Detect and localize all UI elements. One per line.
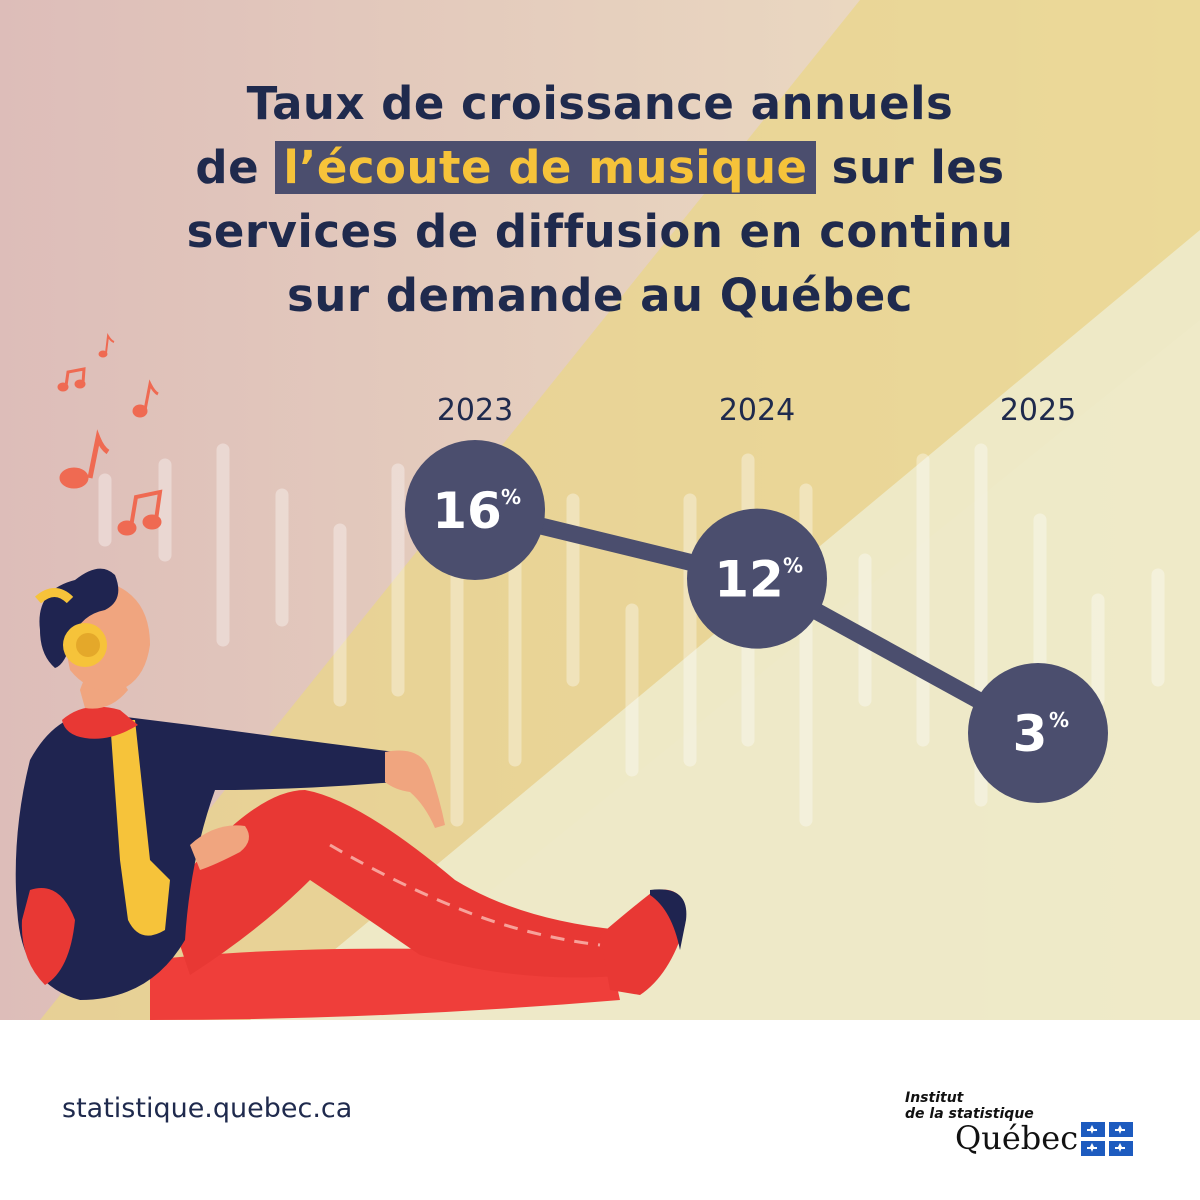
shoe: [600, 889, 686, 995]
title-line-2: de l’écoute de musique sur les: [0, 136, 1200, 200]
unit-label-2025: %: [1049, 708, 1069, 732]
listener-with-headphones-illustration: [15, 332, 687, 1020]
unit-label-2024: %: [783, 554, 803, 578]
title-line-1: Taux de croissance annuels: [246, 77, 954, 130]
year-label-2023: 2023: [437, 393, 513, 428]
title-line-4: sur demande au Québec: [287, 269, 913, 322]
jacket: [15, 713, 395, 1000]
title-line-2-start: de: [195, 141, 276, 194]
data-point-2025: [968, 663, 1108, 803]
logo-line-2: de la statistique: [905, 1106, 1034, 1122]
title-highlight: l’écoute de musique: [275, 141, 816, 194]
data-point-2023: [405, 440, 545, 580]
data-label-2024: 12: [714, 551, 784, 609]
isq-logo: Institut de la statistique Québec: [905, 1090, 1145, 1160]
tie: [110, 720, 170, 936]
logo-line-1: Institut: [905, 1090, 964, 1106]
year-label-2025: 2025: [1000, 393, 1076, 428]
chart-title: Taux de croissance annuels de l’écoute d…: [0, 72, 1200, 328]
data-label-2023: 16: [432, 482, 502, 540]
quebec-flag-icon: [1081, 1122, 1133, 1156]
data-point-2024: [687, 508, 827, 649]
front-leg: [165, 790, 630, 978]
website-link[interactable]: statistique.quebec.ca: [62, 1093, 353, 1124]
title-line-3: services de diffusion en continu: [186, 205, 1014, 258]
unit-label-2023: %: [501, 485, 521, 509]
title-line-2-end: sur les: [815, 141, 1005, 194]
year-label-2024: 2024: [719, 393, 795, 428]
logo-line-3: Québec: [955, 1119, 1079, 1157]
data-label-2025: 3: [1013, 705, 1048, 763]
music-notes-icon: [57, 332, 163, 536]
headphones: [35, 588, 74, 604]
footer: [0, 1020, 1200, 1200]
